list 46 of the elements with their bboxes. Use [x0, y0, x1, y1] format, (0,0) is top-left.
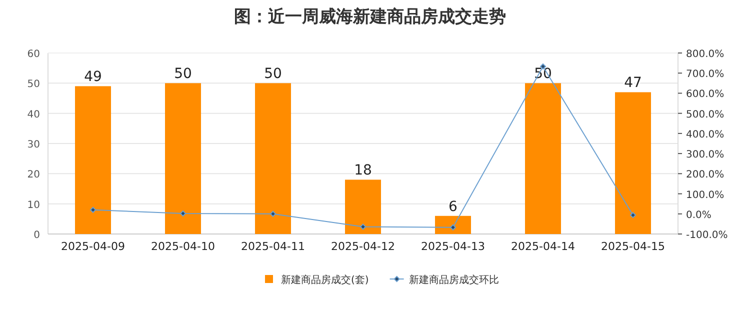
data-label: 49 — [84, 69, 102, 86]
point — [90, 206, 96, 213]
y-tick-label: 0 — [34, 230, 40, 241]
y-tick-label: 30 — [27, 140, 40, 150]
point — [630, 212, 636, 218]
x-tick-label: 2025-04-11 — [241, 240, 305, 253]
y2-tick-label: 100.0% — [686, 190, 724, 201]
y2-tick-label: 800.0% — [686, 49, 724, 60]
bar — [165, 83, 201, 234]
bar — [345, 180, 381, 234]
x-tick-label: 2025-04-13 — [421, 240, 485, 253]
point — [270, 210, 276, 217]
legend-label: 新建商品房成交环比 — [408, 274, 499, 286]
bar — [255, 83, 291, 234]
y2-tick-label: 600.0% — [686, 89, 724, 100]
y2-tick-label: 300.0% — [686, 150, 724, 161]
point — [360, 224, 366, 230]
x-tick-label: 2025-04-14 — [511, 240, 575, 253]
data-label: 47 — [624, 75, 642, 92]
chart-title: 图：近一周威海新建商品房成交走势 — [234, 7, 506, 27]
y2-tick-label: 700.0% — [686, 69, 724, 80]
y2-tick-label: 500.0% — [686, 109, 724, 120]
bar — [75, 86, 111, 234]
y-tick-label: 40 — [27, 109, 40, 120]
bar — [615, 92, 651, 234]
data-label: 50 — [174, 66, 192, 82]
x-tick-label: 2025-04-15 — [601, 240, 665, 253]
data-label: 18 — [354, 162, 372, 179]
legend-label: 新建商品房成交(套) — [281, 274, 369, 286]
y2-tick-label: 400.0% — [686, 129, 724, 140]
point — [450, 224, 456, 230]
y2-tick-label: 200.0% — [686, 170, 724, 181]
y-tick-label: 10 — [27, 200, 40, 211]
x-tick-label: 2025-04-12 — [331, 240, 395, 253]
bar — [435, 216, 471, 234]
y-tick-label: 20 — [27, 170, 40, 181]
bar — [525, 83, 561, 234]
data-label: 50 — [264, 66, 282, 82]
y2-tick-label: 0.0% — [686, 210, 712, 221]
data-label: 6 — [448, 198, 458, 215]
x-tick-label: 2025-04-09 — [61, 240, 125, 253]
y2-tick-label: -100.0% — [686, 230, 728, 241]
y-tick-label: 60 — [27, 49, 40, 60]
point — [180, 210, 186, 216]
y-tick-label: 50 — [27, 79, 40, 90]
x-tick-label: 2025-04-10 — [151, 240, 215, 253]
